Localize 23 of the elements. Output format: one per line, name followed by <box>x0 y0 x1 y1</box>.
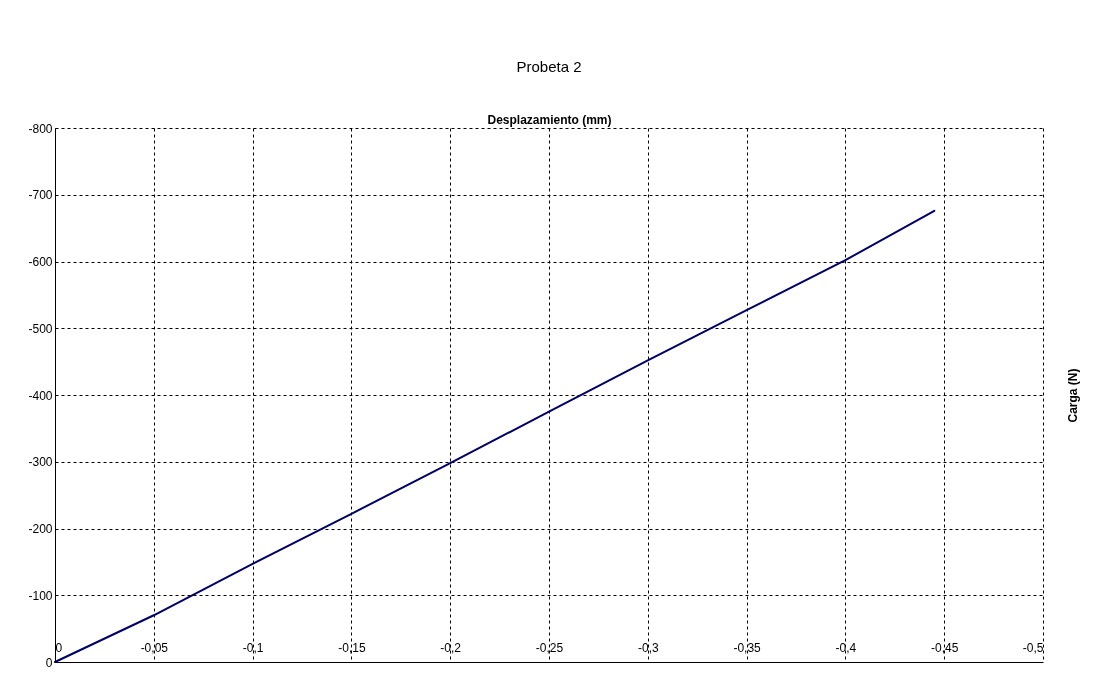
y-tick-label: -800 <box>28 121 53 136</box>
chart-title: Probeta 2 <box>516 58 582 75</box>
y-tick-label: -600 <box>28 255 53 269</box>
x-tick-label: -0,1 <box>242 640 264 655</box>
y-tick-label: -300 <box>28 455 53 470</box>
x-tick-label: -0,25 <box>535 640 564 655</box>
y-tick-label: -100 <box>28 588 53 603</box>
y-axis-title: Carga (N) <box>1065 368 1080 423</box>
x-tick-label: -0,2 <box>440 640 462 655</box>
x-tick-label: -0,05 <box>140 640 169 655</box>
x-tick-label: -0,45 <box>931 640 959 655</box>
x-tick-label: -0,3 <box>637 640 659 655</box>
y-tick-label: -200 <box>28 522 53 536</box>
x-tick-label: 0 <box>55 640 63 655</box>
x-axis-title: Desplazamiento (mm) <box>487 112 612 127</box>
x-tick-label: -0,35 <box>733 640 762 655</box>
x-tick-label: -0,15 <box>338 640 366 655</box>
y-tick-label: -500 <box>28 321 53 336</box>
y-tick-label: 0 <box>45 655 53 670</box>
x-tick-label: -0,4 <box>835 640 857 655</box>
y-tick-label: -700 <box>28 188 53 203</box>
y-tick-label: -400 <box>28 388 53 403</box>
x-tick-label: -0,5 <box>1022 640 1044 655</box>
